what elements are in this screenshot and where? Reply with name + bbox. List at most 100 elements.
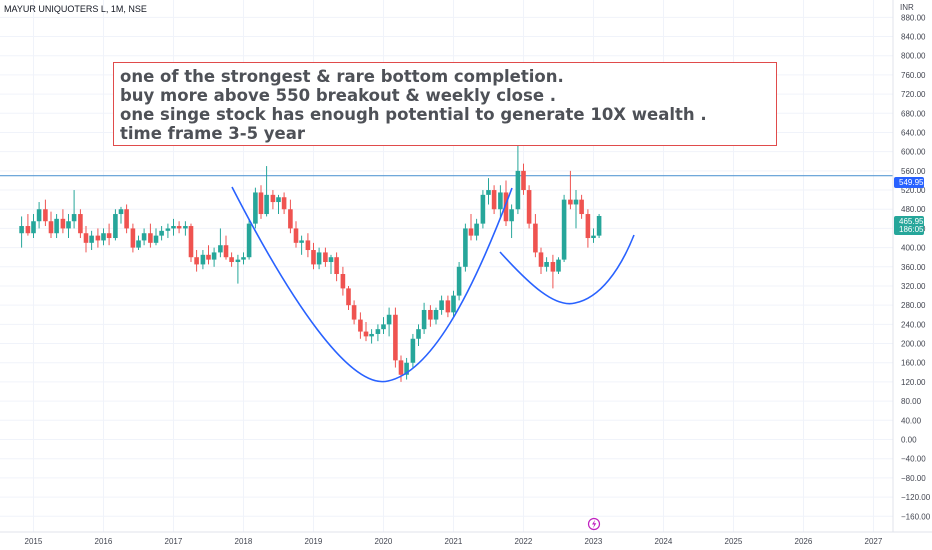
candle	[218, 228, 223, 258]
candle	[124, 204, 129, 234]
candle	[328, 254, 334, 275]
y-tick-label: 480.00	[901, 205, 926, 214]
candle-body	[31, 221, 36, 234]
price-axis[interactable]: INR 880.00 840.00 800.00 760.00 720.00 680.00…	[892, 0, 931, 532]
candle	[556, 257, 561, 275]
candle-body	[533, 223, 538, 253]
candle-body	[211, 252, 217, 260]
candle-body	[124, 209, 129, 229]
candle	[60, 209, 66, 234]
lightning-icon[interactable]	[587, 517, 601, 531]
candle-body	[316, 252, 322, 265]
candle	[456, 262, 462, 301]
candle	[159, 226, 164, 241]
note-box[interactable]: one of the strongest & rare bottom compl…	[113, 62, 777, 146]
y-tick-label: 680.00	[901, 109, 926, 118]
candle-body	[241, 257, 246, 260]
candle	[410, 333, 416, 368]
candle	[113, 209, 118, 241]
y-tick-label: −160.00	[901, 512, 931, 521]
candle-body	[276, 197, 281, 203]
candle-body	[176, 226, 182, 229]
candle	[305, 233, 311, 258]
candle-body	[421, 309, 427, 330]
candle-body	[358, 319, 363, 332]
candle-body	[71, 214, 77, 222]
candle-body	[194, 257, 199, 265]
candle	[188, 223, 194, 263]
y-tick-label: 360.00	[901, 263, 926, 272]
candle-body	[235, 259, 241, 263]
candle	[206, 245, 211, 265]
cup-curve[interactable]	[231, 186, 513, 383]
candle	[25, 214, 31, 236]
y-tick-label: 120.00	[901, 378, 926, 387]
candle	[386, 307, 392, 337]
breakout-price-label: 549.95	[899, 178, 924, 187]
candle	[101, 228, 106, 246]
candle	[153, 228, 159, 246]
candle	[533, 214, 538, 258]
candle-body	[386, 314, 392, 325]
currency-label: INR	[900, 3, 914, 12]
candle	[596, 214, 602, 239]
candle-body	[311, 250, 316, 265]
y-tick-label: 640.00	[901, 128, 926, 137]
candle	[89, 230, 94, 251]
time-axis[interactable]: 2015 2016 2017 2018 2019 2020 2021 2022 2023 2024…	[0, 531, 932, 546]
candle-body	[136, 240, 141, 248]
x-tick-label: 2024	[655, 537, 673, 546]
candle-body	[498, 192, 503, 210]
candle	[363, 321, 369, 342]
candle	[591, 228, 596, 243]
candle	[468, 214, 474, 241]
candle	[340, 266, 346, 296]
candle	[223, 235, 229, 260]
candle-body	[188, 226, 194, 258]
candle-body	[568, 199, 573, 205]
candle-body	[334, 257, 339, 275]
x-tick-label: 2019	[305, 537, 323, 546]
candle-body	[299, 240, 304, 243]
candle	[451, 290, 456, 318]
candlesticks	[19, 113, 602, 382]
candle-body	[486, 190, 491, 195]
candle	[293, 221, 299, 248]
note-line: one of the strongest & rare bottom compl…	[120, 67, 564, 86]
candle	[538, 247, 544, 275]
candle	[381, 317, 386, 334]
candle	[404, 357, 409, 380]
candle-body	[113, 214, 118, 239]
x-tick-label: 2016	[95, 537, 113, 546]
candle-body	[480, 194, 486, 224]
candle	[526, 185, 532, 229]
candle	[281, 192, 287, 215]
candle	[445, 295, 451, 318]
candle	[171, 218, 176, 236]
candle	[43, 199, 48, 227]
candle	[568, 170, 573, 210]
candle-body	[468, 228, 474, 236]
candle	[276, 194, 281, 215]
y-tick-label: 560.00	[901, 167, 926, 176]
candle	[36, 202, 42, 229]
x-tick-label: 2018	[235, 537, 253, 546]
candle	[561, 194, 567, 263]
candle-body	[229, 257, 234, 263]
handle-curve[interactable]	[499, 234, 635, 305]
candle	[428, 305, 433, 327]
candle	[358, 312, 363, 339]
cup-handle-drawing[interactable]	[231, 186, 635, 383]
candle	[141, 228, 147, 246]
candle-body	[148, 233, 153, 243]
note-line: buy more above 550 breakout & weekly clo…	[120, 86, 557, 105]
candle	[316, 247, 322, 270]
candle-body	[463, 228, 468, 267]
candle	[334, 252, 339, 282]
x-tick-label: 2025	[725, 537, 743, 546]
candle-body	[288, 209, 293, 229]
candle-body	[200, 254, 206, 265]
candle-body	[218, 245, 223, 253]
candle	[480, 190, 486, 229]
candle-body	[474, 223, 479, 236]
